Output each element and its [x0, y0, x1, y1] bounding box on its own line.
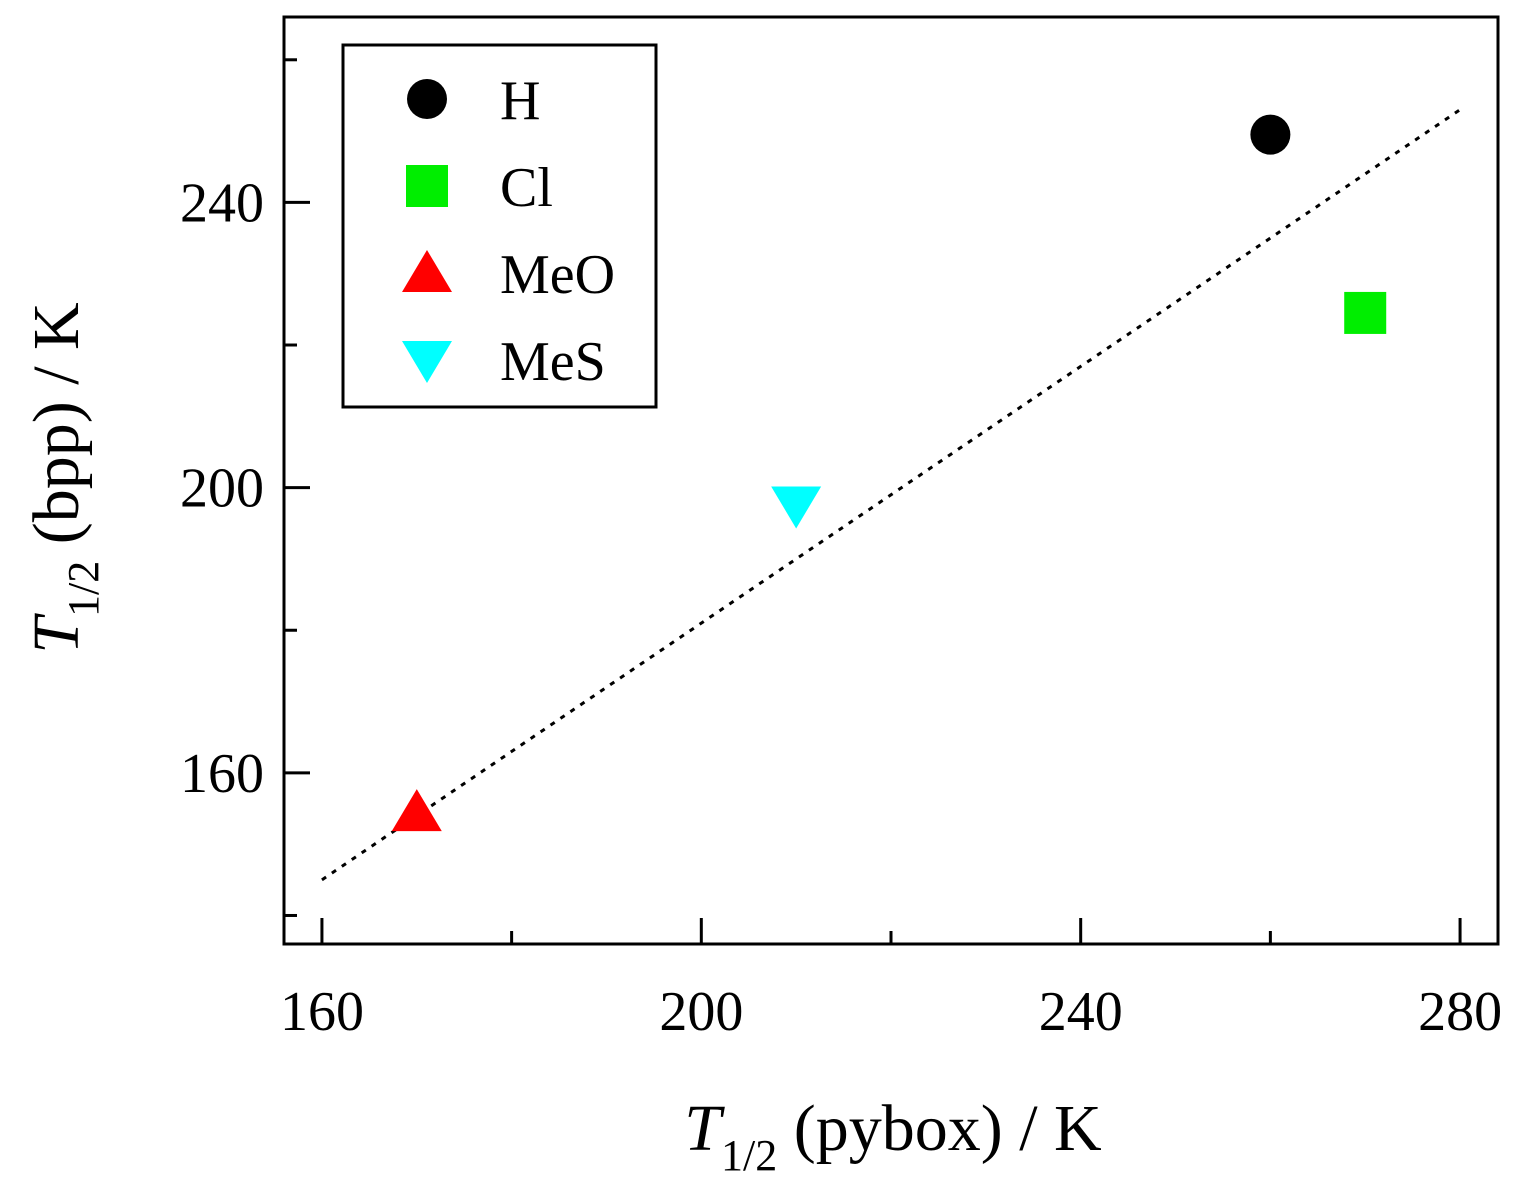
- legend-marker-cl: [406, 165, 448, 207]
- legend-label-mes: MeS: [500, 331, 606, 393]
- x-tick-label: 240: [1039, 981, 1123, 1043]
- legend-label-cl: Cl: [500, 157, 553, 219]
- data-point-h: [1250, 114, 1291, 155]
- legend-marker-meo: [402, 250, 452, 292]
- y-tick-label: 200: [180, 458, 264, 520]
- legend-box: [341, 43, 658, 409]
- data-point-mes: [771, 486, 822, 529]
- data-points: [391, 114, 1387, 832]
- axis-ticks: [284, 58, 1462, 944]
- x-tick-label: 280: [1418, 981, 1502, 1043]
- x-tick-label: 160: [280, 981, 364, 1043]
- x-axis-title: T1/2 (pybox) / K: [684, 1092, 1101, 1180]
- data-point-meo: [391, 789, 442, 832]
- y-axis-title: T1/2 (bpp) / K: [20, 302, 108, 653]
- y-tick-label: 160: [180, 743, 264, 805]
- fit-line: [321, 108, 1461, 882]
- legend: H Cl MeO MeS: [341, 43, 658, 409]
- legend-label-h: H: [500, 70, 540, 132]
- legend-marker-mes: [402, 341, 452, 383]
- tick-labels: 160 200 240 280 160 200 240: [180, 172, 1502, 1043]
- y-tick-label: 240: [180, 172, 264, 234]
- x-tick-label: 200: [659, 981, 743, 1043]
- legend-marker-h: [407, 79, 447, 119]
- legend-label-meo: MeO: [500, 244, 615, 306]
- data-point-cl: [1344, 291, 1387, 334]
